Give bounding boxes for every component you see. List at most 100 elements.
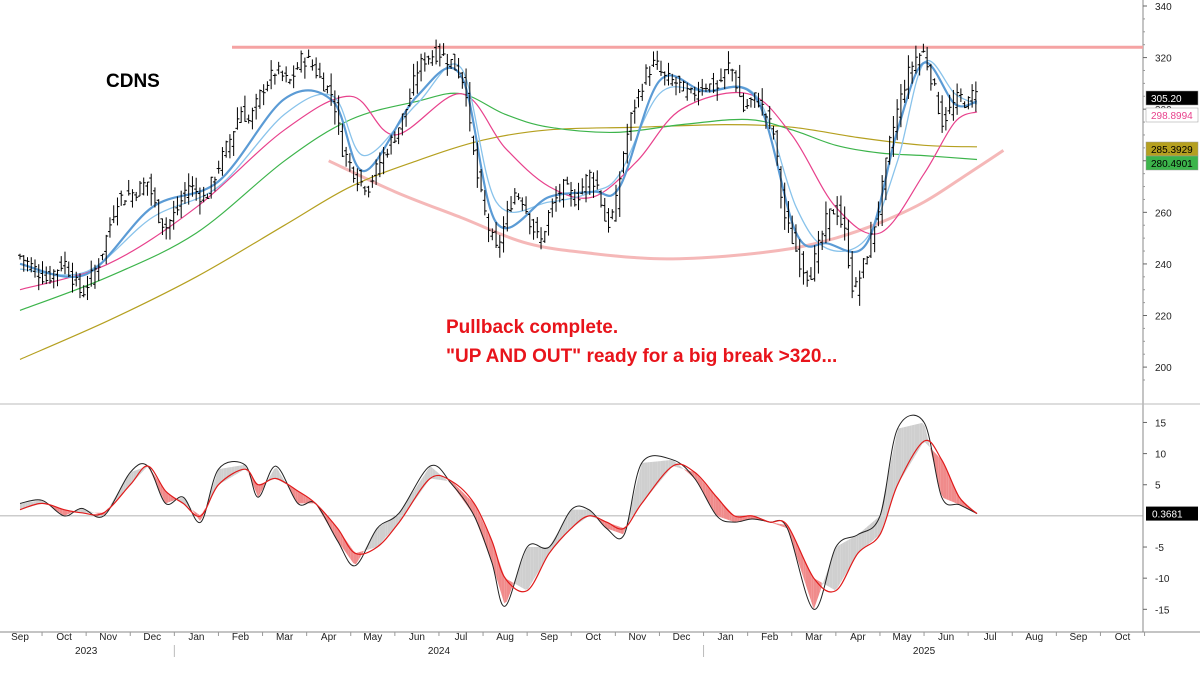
month-label: Jan	[718, 632, 734, 643]
osc-fill-segment	[480, 516, 484, 540]
osc-fill-segment	[229, 466, 232, 479]
month-label: Aug	[496, 632, 514, 643]
osc-fill-segment	[946, 469, 949, 501]
osc-fill-segment	[710, 490, 714, 510]
osc-fill-segment	[938, 456, 941, 494]
osc-fill-segment	[620, 527, 624, 535]
osc-fill-segment	[438, 472, 441, 481]
month-label: Oct	[586, 632, 602, 643]
month-label: Nov	[629, 632, 647, 643]
price-tick-label: 220	[1155, 312, 1172, 323]
osc-fill-segment	[205, 500, 208, 509]
osc-fill-segment	[387, 519, 391, 536]
osc-fill-segment	[607, 522, 611, 530]
osc-fill-segment	[625, 516, 629, 528]
osc-fill-segment	[834, 546, 838, 591]
price-panel: 200220240260280300320340305.20298.899428…	[0, 0, 1200, 632]
month-label: Sep	[540, 632, 558, 643]
osc-tick-label: -15	[1155, 605, 1170, 616]
osc-tick-label: -5	[1155, 543, 1164, 554]
value-tag: 305.20	[1145, 90, 1199, 106]
osc-fill-segment	[96, 512, 100, 515]
value-tag-box	[1145, 107, 1199, 123]
ma-long-line	[19, 92, 978, 311]
osc-fill-segment	[274, 467, 277, 480]
year-label: 2025	[913, 646, 936, 657]
osc-fill-segment	[215, 469, 219, 490]
osc-fill-segment	[109, 501, 113, 507]
osc-fill-segment	[570, 509, 574, 530]
osc-fill-segment	[565, 515, 568, 536]
month-label: Feb	[232, 632, 250, 643]
month-label: Sep	[11, 632, 29, 643]
osc-fill-segment	[694, 472, 698, 483]
osc-fill-segment	[602, 520, 605, 527]
osc-slow-line	[19, 439, 978, 593]
cup-curve	[328, 149, 1005, 261]
osc-fill-segment	[189, 505, 192, 510]
osc-fill-segment	[255, 481, 259, 498]
month-label: Aug	[1025, 632, 1043, 643]
osc-fill-segment	[856, 533, 859, 557]
osc-fill-segment	[721, 501, 724, 519]
osc-fill-segment	[289, 486, 293, 495]
osc-value-tag: 0.3681	[1146, 506, 1198, 521]
osc-fill-segment	[718, 499, 722, 518]
osc-fill-segment	[882, 489, 886, 528]
osc-fill-segment	[258, 483, 261, 498]
value-tag-box	[1145, 155, 1199, 171]
osc-fill-segment	[120, 483, 124, 496]
osc-fill-segment	[657, 461, 661, 485]
osc-fill-segment	[697, 475, 701, 488]
osc-fill-segment	[501, 568, 505, 604]
osc-fill-segment	[832, 549, 835, 591]
osc-fill-segment	[639, 462, 642, 508]
osc-fill-segment	[528, 547, 531, 590]
osc-fill-segment	[390, 517, 394, 533]
osc-fill-segment	[782, 524, 785, 528]
osc-value-tag-label: 0.3681	[1152, 510, 1183, 521]
osc-fill-segment	[800, 551, 804, 577]
osc-fill-segment	[795, 541, 798, 561]
osc-fill-segment	[512, 580, 515, 588]
osc-fill-segment	[641, 462, 645, 504]
osc-fill-segment	[78, 508, 81, 513]
osc-fill-segment	[162, 487, 166, 504]
osc-fill-segment	[906, 425, 910, 471]
osc-fill-segment	[295, 489, 298, 504]
price-tick-label: 260	[1155, 208, 1172, 219]
osc-fill-segment	[864, 527, 867, 549]
osc-fill-segment	[356, 552, 359, 565]
year-label: 2023	[75, 646, 98, 657]
osc-fill-segment	[649, 461, 653, 494]
osc-fill-segment	[803, 556, 806, 586]
osc-fill-segment	[353, 550, 357, 565]
osc-fill-segment	[853, 535, 857, 561]
price-tick-label: 340	[1155, 2, 1172, 13]
osc-fill-segment	[819, 581, 822, 595]
osc-fill-segment	[848, 538, 851, 570]
osc-fill-segment	[911, 424, 915, 462]
osc-fill-segment	[898, 427, 902, 484]
value-tag: 285.3929	[1145, 141, 1199, 157]
osc-fill-segment	[297, 490, 301, 504]
value-tag-label: 298.8994	[1151, 111, 1193, 122]
osc-fill-segment	[506, 579, 510, 602]
osc-fill-segment	[943, 463, 947, 500]
year-label: 2024	[428, 646, 451, 657]
osc-fill-segment	[305, 496, 309, 504]
annotation-line-2: "UP AND OUT" ready for a big break >320.…	[446, 346, 837, 367]
osc-fill-segment	[191, 509, 195, 514]
osc-fill-segment	[546, 547, 550, 558]
osc-fill-segment	[779, 523, 783, 527]
month-label: Apr	[321, 632, 337, 643]
osc-fill-segment	[538, 547, 542, 572]
osc-fill-segment	[260, 482, 264, 493]
osc-fill-segment	[64, 509, 68, 516]
osc-fill	[20, 422, 978, 610]
osc-fill-segment	[922, 422, 925, 445]
osc-fill-segment	[797, 546, 801, 569]
osc-fill-segment	[54, 506, 58, 511]
